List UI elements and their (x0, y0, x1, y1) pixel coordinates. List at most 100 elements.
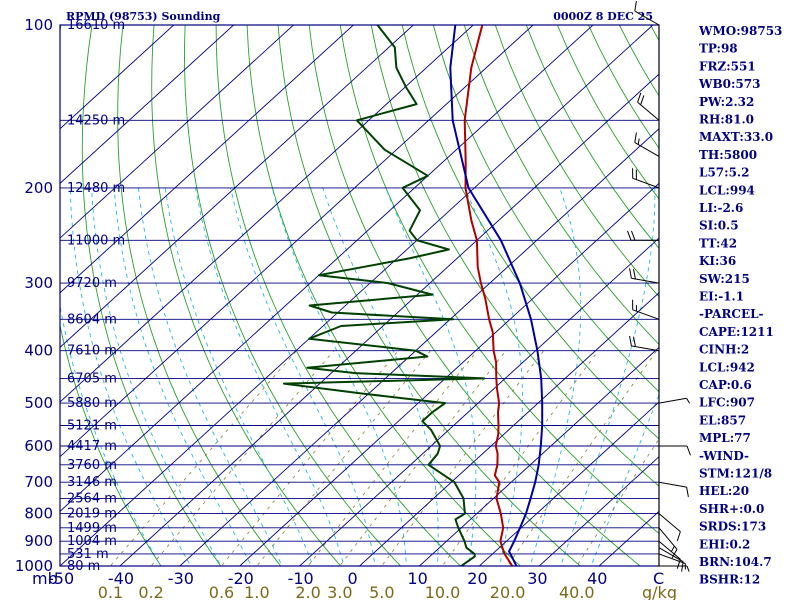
temperature-tick-label: 40 (587, 569, 607, 588)
isotherm (119, 73, 659, 566)
pressure-unit-label: mb (32, 569, 58, 588)
mixing-ratio-line (150, 350, 335, 566)
dry-adiabat (60, 25, 162, 566)
temperature-tick-label: 30 (527, 569, 547, 588)
index-line: SW:215 (699, 272, 750, 286)
index-line: RH:81.0 (699, 113, 754, 127)
height-label: 3146 m (67, 475, 117, 490)
temperature-tick-label: -50 (48, 569, 74, 588)
mixing-ratio-line (339, 350, 507, 566)
chart-datetime: 0000Z 8 DEC 25 (553, 10, 653, 23)
moist-adiabat (230, 187, 376, 566)
mixing-ratio-line (109, 350, 297, 566)
index-line: SRDS:173 (699, 520, 766, 534)
wind-profile (627, 1, 691, 572)
mixing-ratio-axis: 0.1 0.2 0.6 1.0 2.0 3.0 5.0 10.0 20.0 40.0 g/kg (98, 583, 677, 600)
index-line: LCL:942 (699, 360, 755, 374)
mixing-ratio-line (220, 350, 399, 566)
dewpoint-trace (282, 25, 486, 566)
isotherm (60, 25, 175, 130)
height-label: 9720 m (67, 276, 117, 291)
temperature-tick-label: -30 (168, 569, 194, 588)
mixing-ratio-label: 0.6 (209, 583, 234, 600)
mixing-ratio-label: 40.0 (559, 583, 595, 600)
moist-adiabat (195, 187, 345, 566)
wind-barb (632, 299, 660, 320)
wind-barb (634, 1, 660, 26)
isotherm (60, 25, 654, 566)
height-label: 80 m (67, 559, 100, 574)
isotherm (239, 182, 659, 566)
pressure-tick-label: 400 (24, 342, 53, 360)
mixing-ratio-line (256, 350, 431, 566)
moist-adiabat (91, 187, 222, 566)
pressure-tick-label: 700 (24, 473, 53, 491)
mixing-ratio-label: 0.2 (138, 583, 163, 600)
mixing-ratio-label: 20.0 (490, 583, 526, 600)
index-line: FRZ:551 (699, 59, 756, 73)
pressure-tick-label: 100 (24, 16, 53, 34)
temperature-tick-label: 10 (407, 569, 427, 588)
pressure-tick-label: 800 (24, 505, 53, 523)
index-line: WMO:98753 (698, 24, 782, 38)
wind-barb (658, 513, 681, 542)
height-label: 2564 m (67, 491, 117, 506)
temperature-trace (463, 25, 517, 566)
wind-barb (658, 553, 686, 570)
index-line: MPL:77 (699, 431, 751, 445)
temperature-tick-label: -20 (228, 569, 254, 588)
wind-barb (658, 527, 678, 559)
index-line: CAPE:1211 (699, 325, 774, 339)
parcel-trace (449, 25, 544, 566)
index-line: LFC:907 (699, 396, 755, 410)
mixing-ratio-label: 1.0 (244, 583, 269, 600)
index-line: L57:5.2 (699, 166, 749, 180)
isotherm (298, 237, 659, 566)
height-label: 7610 m (67, 344, 117, 359)
pressure-tick-label: 900 (24, 532, 53, 550)
index-line: SHR+:0.0 (699, 502, 764, 516)
index-line: EL:857 (699, 413, 746, 427)
mixing-ratio-label: 3.0 (327, 583, 352, 600)
mixing-ratio-label: 0.1 (98, 583, 123, 600)
height-label: 2019 m (67, 507, 117, 522)
wind-barb (658, 547, 684, 572)
wind-barb (658, 445, 691, 456)
height-label: 4417 m (67, 439, 117, 454)
moist-adiabat (529, 187, 582, 566)
moist-adiabat (271, 187, 407, 566)
index-line: EHI:0.2 (699, 537, 750, 551)
height-label: 3760 m (67, 458, 117, 473)
isotherm (60, 25, 295, 239)
index-line: CAP:0.6 (699, 378, 752, 392)
index-line: BSHR:12 (699, 573, 760, 587)
wind-barb (634, 132, 660, 157)
pressure-tick-label: 600 (24, 437, 53, 455)
height-labels: 16610 m 14250 m 12480 m 11000 m 9720 m 8604 m… (67, 18, 125, 574)
pressure-tick-label: 300 (24, 274, 53, 292)
moist-adiabat (385, 187, 477, 566)
pressure-axis: 100 200 300 400 500 600 700 800 900 1000 (15, 16, 53, 575)
stability-indices: WMO:98753 TP:98 FRZ:551 WB0:573 PW:2.32 RH:81… (698, 24, 782, 587)
height-label: 531 m (67, 547, 109, 562)
wind-barb (632, 168, 660, 189)
isotherm (60, 25, 414, 348)
isotherm (60, 25, 594, 512)
isotherm (60, 25, 235, 185)
pressure-tick-label: 200 (24, 179, 53, 197)
wind-barb (627, 230, 660, 241)
isotherm (418, 346, 659, 566)
sounding-traces (282, 25, 544, 566)
index-line: -PARCEL- (699, 307, 764, 321)
mixing-ratio-label: 10.0 (425, 583, 461, 600)
mixing-ratio-line (307, 350, 478, 566)
index-line: EI:-1.1 (699, 290, 744, 304)
mixing-ratio-label: 2.0 (295, 583, 320, 600)
height-label: 5880 m (67, 396, 117, 411)
moist-adiabat (590, 393, 659, 566)
wind-barb (629, 335, 660, 352)
index-line: BRN:104.7 (699, 555, 772, 569)
index-line: STM:121/8 (699, 467, 772, 481)
index-line: PW:2.32 (699, 95, 754, 109)
